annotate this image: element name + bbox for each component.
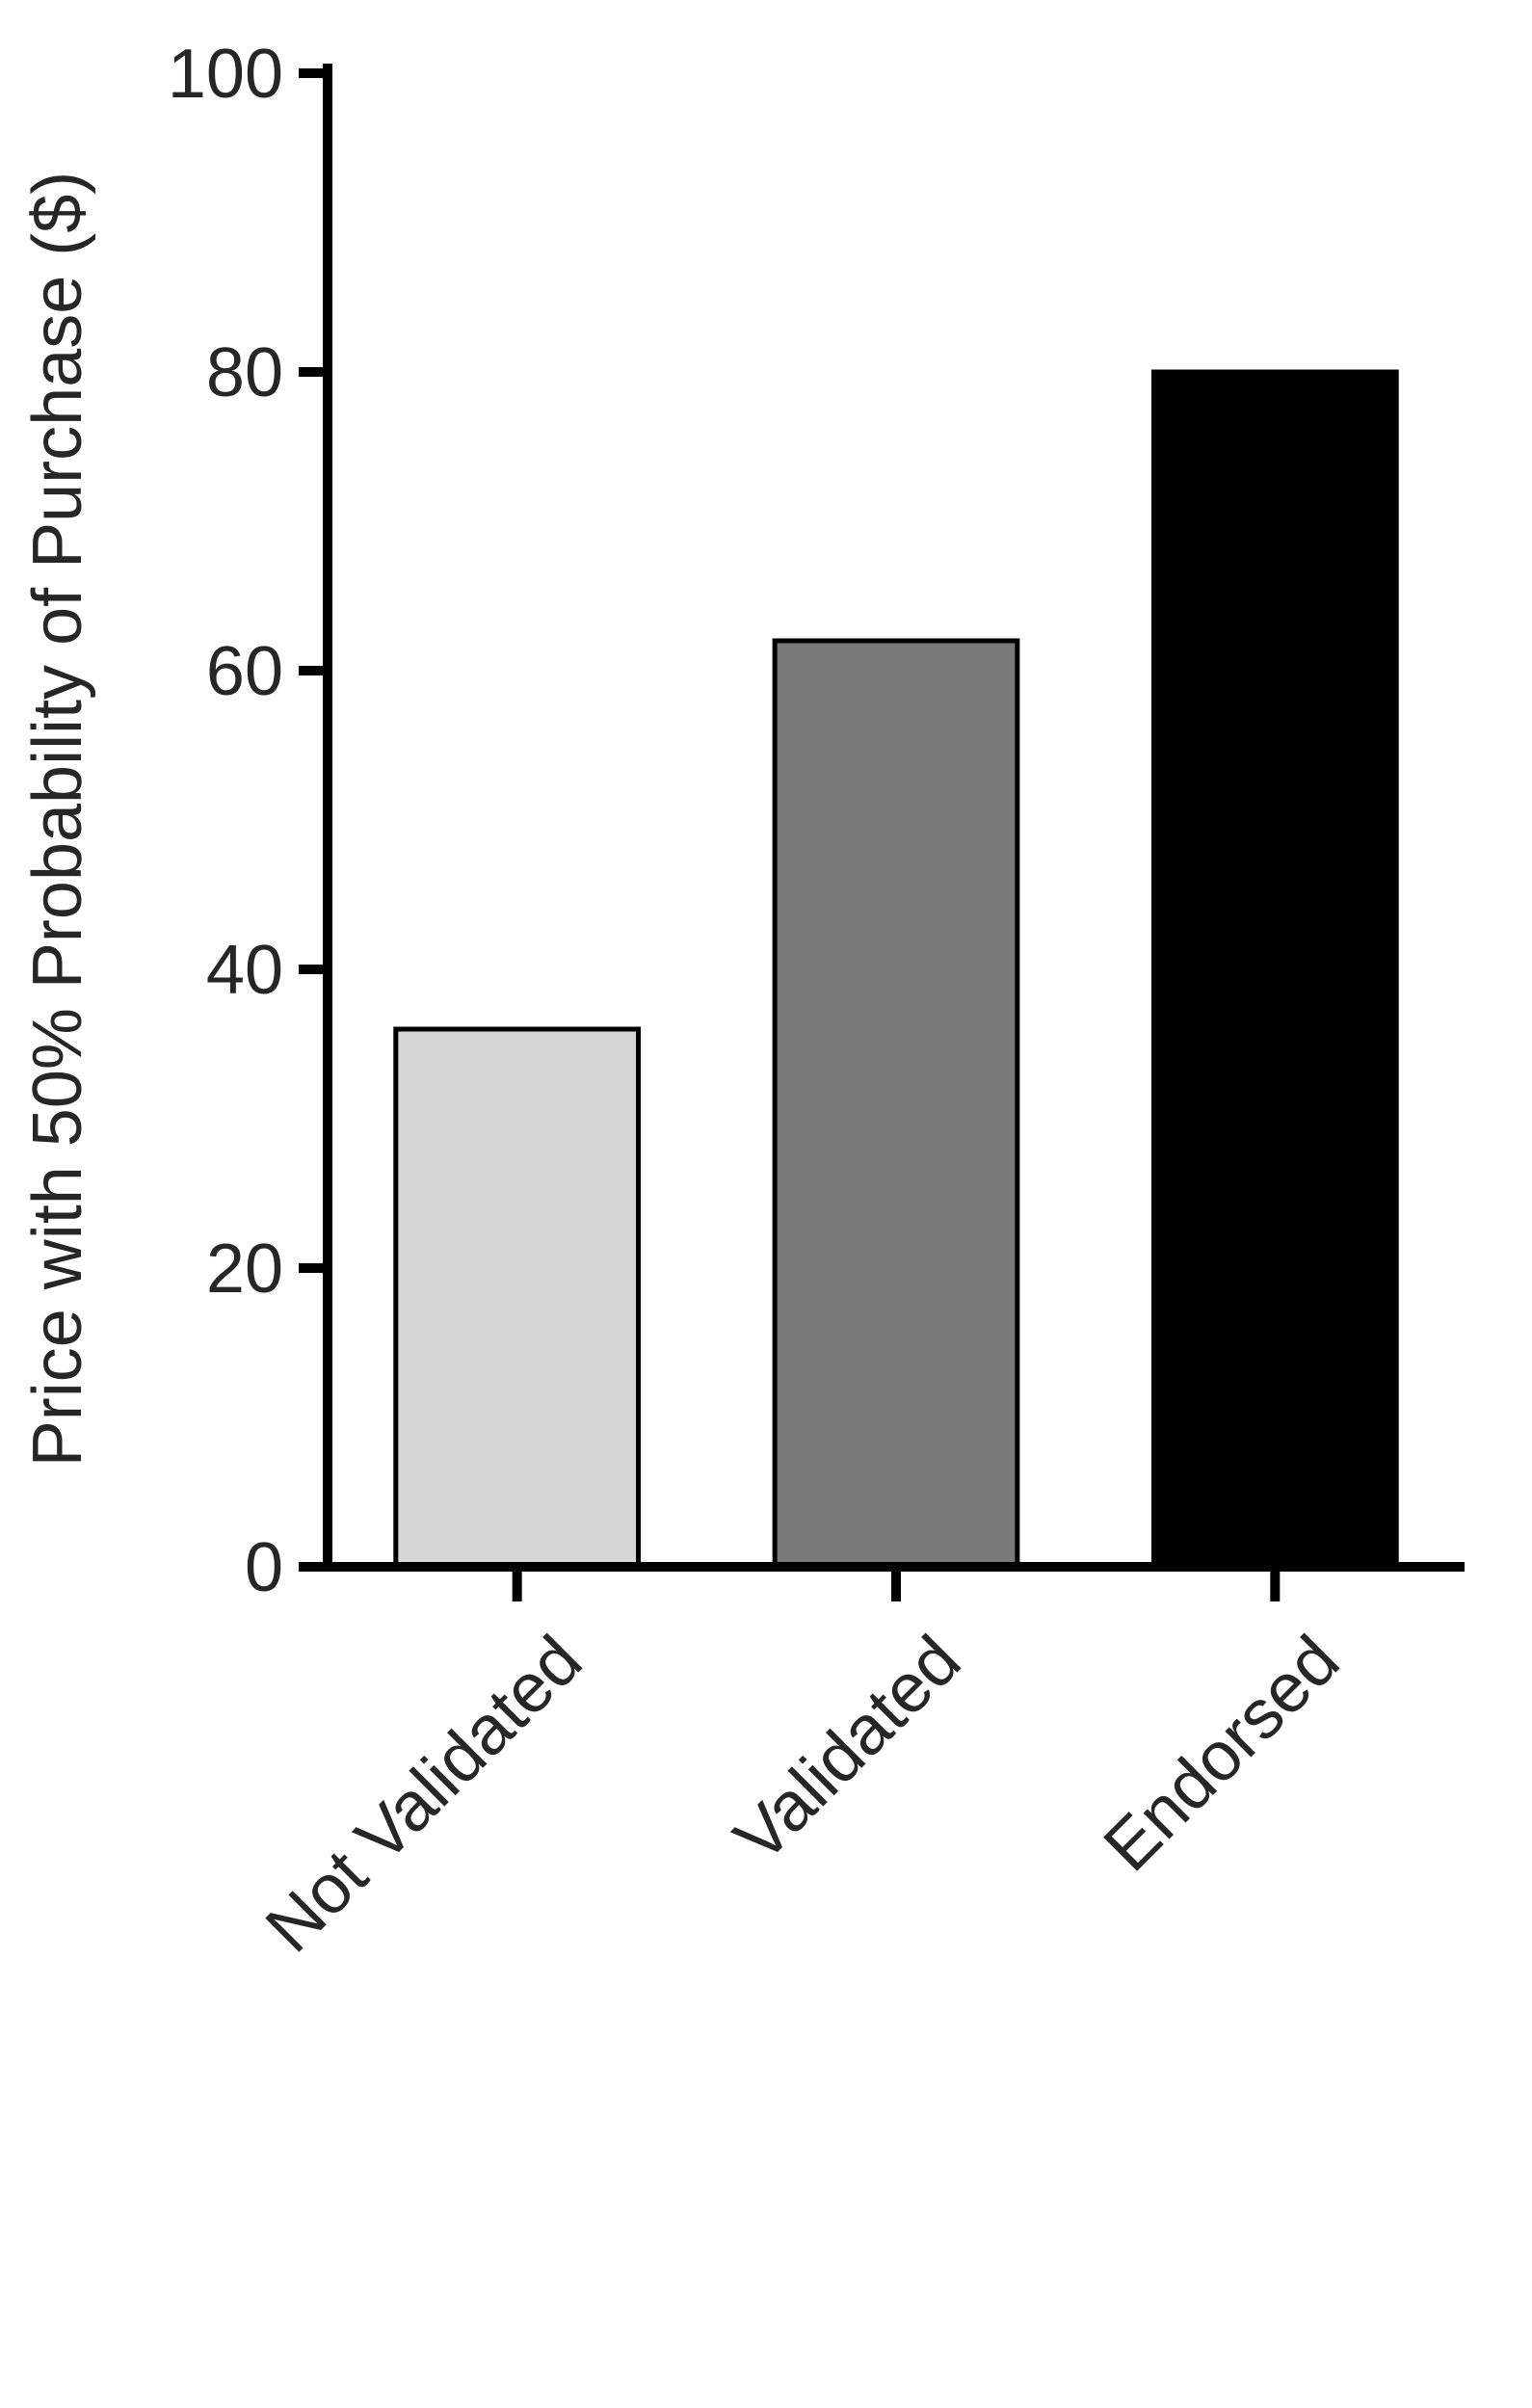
y-tick-label: 60 (206, 632, 283, 711)
y-tick-label: 20 (206, 1230, 283, 1309)
y-tick-label: 80 (206, 333, 283, 412)
bar (775, 641, 1017, 1567)
y-tick-label: 40 (206, 931, 283, 1010)
y-axis-label: Price with 50% Probability of Purchase (… (18, 48, 97, 1590)
bar (1153, 372, 1396, 1567)
bar (396, 1029, 639, 1567)
bar-chart: Price with 50% Probability of Purchase (… (0, 0, 1532, 2408)
y-tick-label: 100 (168, 35, 283, 114)
y-tick-label: 0 (245, 1528, 283, 1607)
